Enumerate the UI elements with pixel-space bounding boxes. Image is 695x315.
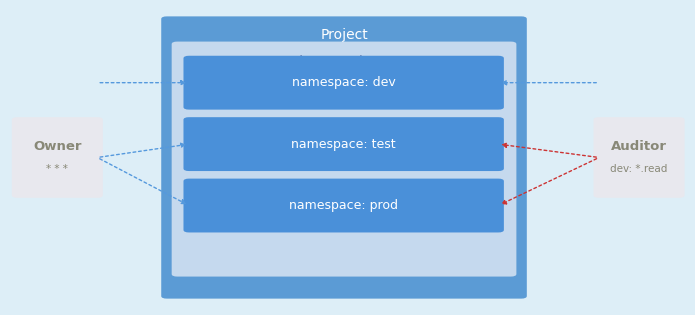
FancyBboxPatch shape	[161, 16, 527, 299]
Text: dev: *.read: dev: *.read	[610, 164, 668, 174]
FancyBboxPatch shape	[183, 56, 504, 110]
Text: Owner: Owner	[33, 140, 81, 153]
FancyBboxPatch shape	[12, 117, 103, 198]
Text: namespace: dev: namespace: dev	[292, 76, 395, 89]
FancyBboxPatch shape	[594, 117, 685, 198]
FancyBboxPatch shape	[172, 42, 516, 277]
Text: * * *: * * *	[47, 164, 68, 174]
FancyBboxPatch shape	[183, 117, 504, 171]
Text: Cluster: Primary: Cluster: Primary	[291, 55, 398, 68]
Text: namespace: test: namespace: test	[291, 138, 396, 151]
Text: Project: Project	[320, 28, 368, 42]
FancyBboxPatch shape	[183, 179, 504, 232]
Text: namespace: prod: namespace: prod	[289, 199, 398, 212]
Text: Auditor: Auditor	[611, 140, 667, 153]
